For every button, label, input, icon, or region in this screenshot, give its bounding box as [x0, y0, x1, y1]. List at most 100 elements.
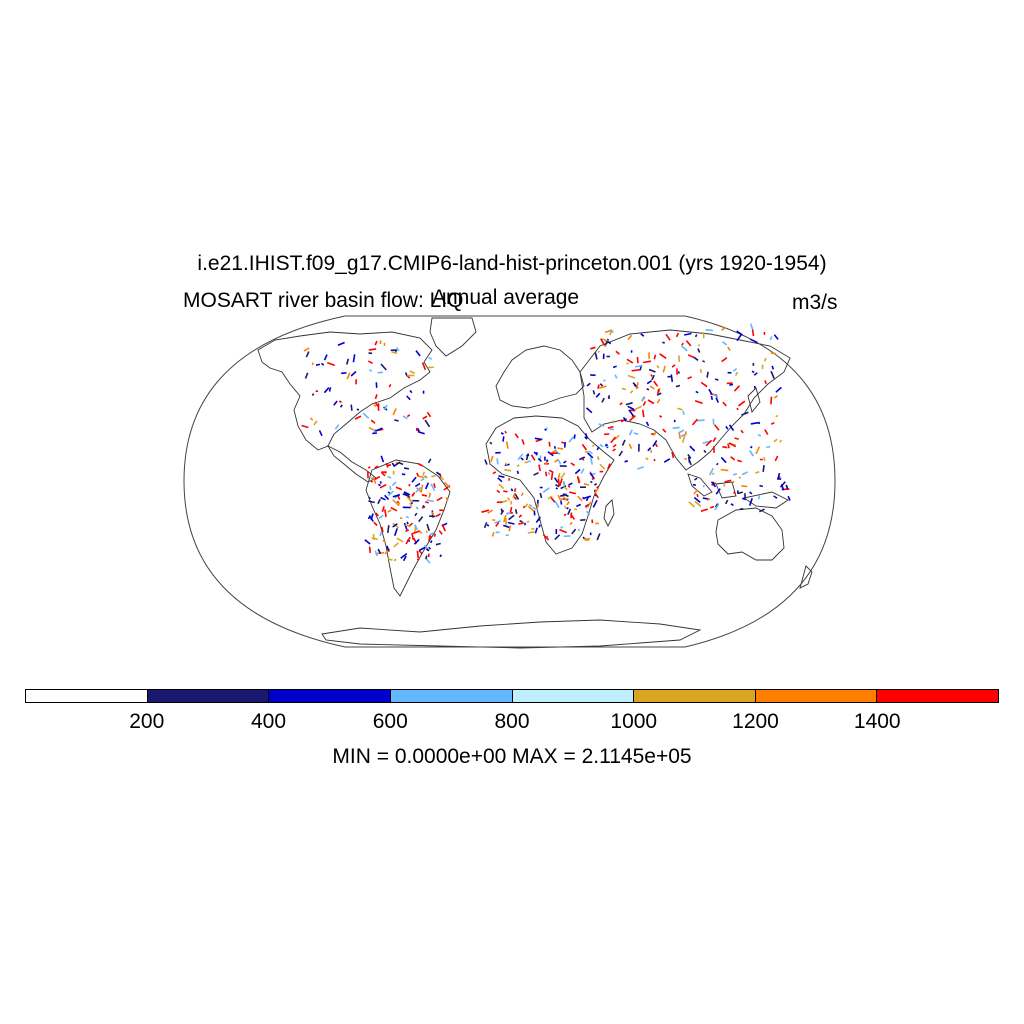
coastlines [257, 317, 813, 649]
river-segment [741, 411, 749, 416]
river-segment [393, 351, 397, 354]
coast-europe [495, 345, 585, 409]
river-segment [508, 514, 515, 521]
river-segment [370, 477, 374, 480]
river-segment [591, 444, 595, 448]
river-segment [538, 524, 541, 528]
river-segment [391, 462, 396, 467]
river-segment [438, 530, 443, 535]
river-segment [780, 483, 785, 491]
river-segment [379, 483, 387, 489]
river-segment [580, 468, 585, 474]
river-segment [411, 491, 416, 497]
coast-australia [715, 507, 785, 561]
river-segment [740, 429, 744, 434]
river-segment [577, 528, 580, 532]
river-segment [404, 524, 411, 528]
river-segment [672, 426, 680, 429]
river-segment [703, 449, 707, 454]
river-segment [691, 418, 699, 426]
river-segment [495, 521, 500, 527]
river-segment [555, 487, 559, 490]
river-segment [535, 439, 541, 443]
river-segment [397, 502, 401, 507]
river-segment [339, 404, 343, 408]
river-segment [346, 372, 351, 380]
river-segment [597, 456, 600, 461]
river-segment [510, 488, 514, 492]
river-segment [350, 404, 353, 411]
river-segment [520, 457, 524, 461]
river-segment [774, 455, 779, 462]
river-segment [323, 354, 328, 361]
river-segment [381, 506, 385, 513]
river-segment [620, 417, 628, 423]
river-segment [630, 409, 636, 412]
river-segment [505, 441, 509, 449]
river-segment [598, 385, 607, 389]
river-segment [586, 382, 591, 387]
river-segment [490, 455, 494, 463]
coast-greenland [429, 317, 477, 357]
river-segment [688, 501, 696, 508]
river-segment [634, 364, 643, 368]
river-segment [387, 490, 394, 497]
river-segment [375, 427, 383, 432]
river-segment [542, 534, 550, 541]
river-segment [643, 360, 652, 364]
river-segment [693, 496, 701, 504]
river-segment [534, 527, 538, 534]
river-segment [598, 423, 605, 427]
river-segment [518, 522, 525, 525]
river-segment [586, 452, 594, 459]
river-segment [599, 443, 604, 448]
river-segment [506, 497, 511, 501]
river-segment [498, 475, 505, 478]
river-segment [503, 524, 510, 529]
river-segment [402, 415, 408, 420]
river-segment [372, 432, 377, 435]
river-segment [712, 437, 717, 443]
coast-central-america [326, 444, 377, 483]
colorbar-tick-label: 1000 [610, 710, 658, 733]
river-segment [393, 542, 399, 548]
river-segment [494, 520, 501, 524]
river-segment [658, 388, 661, 393]
river-segment [589, 472, 595, 479]
river-segment [318, 430, 323, 437]
river-segment [377, 483, 381, 487]
river-segment [597, 384, 600, 390]
river-segment [715, 488, 721, 495]
river-segment [755, 471, 760, 474]
river-segment [613, 434, 620, 441]
river-segment [526, 520, 530, 523]
river-segment [621, 387, 627, 391]
river-segment [522, 505, 526, 509]
river-segment [368, 426, 376, 432]
river-segment [757, 433, 762, 437]
river-segment [563, 481, 566, 487]
river-segment [416, 550, 419, 559]
river-segment [425, 558, 431, 564]
river-segment [775, 386, 782, 393]
river-segment [730, 456, 736, 461]
river-segment [599, 383, 604, 387]
river-segment [654, 443, 658, 448]
coast-indonesia [687, 473, 789, 509]
river-segment [702, 484, 705, 488]
river-segment [374, 401, 379, 408]
river-segment [364, 539, 371, 545]
river-segment [352, 354, 356, 363]
river-segment [773, 334, 779, 340]
river-segment [727, 346, 731, 351]
river-segment [350, 370, 357, 377]
river-segment [557, 447, 564, 450]
river-segment [375, 512, 379, 517]
river-segment [374, 394, 378, 400]
river-segment [559, 528, 568, 534]
river-segment [576, 476, 580, 484]
river-segment [640, 333, 645, 337]
river-segment [313, 420, 318, 426]
river-segment [532, 506, 538, 511]
river-segment [764, 429, 769, 435]
